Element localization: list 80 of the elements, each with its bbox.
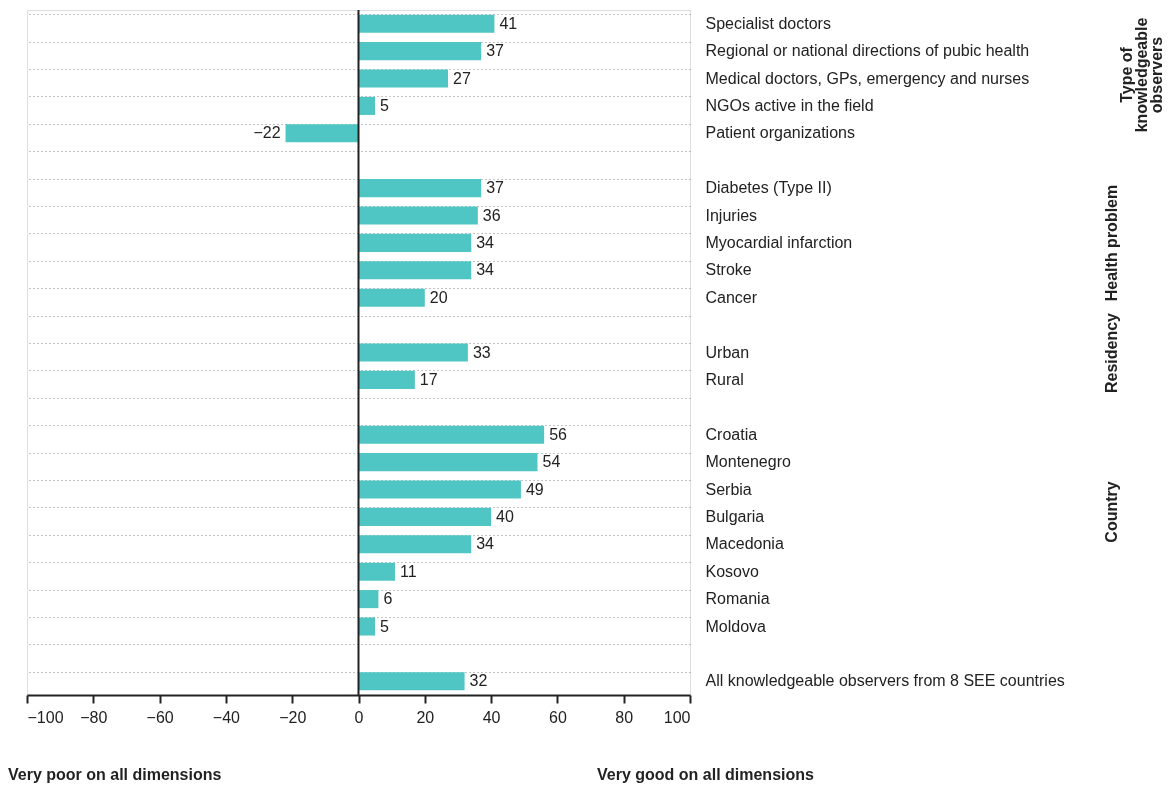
- data-label: −22: [253, 124, 281, 142]
- data-label: 49: [525, 480, 544, 498]
- text: Residency: [1103, 312, 1120, 394]
- bar: [358, 425, 545, 444]
- bar: [358, 590, 379, 609]
- x-tick-label: −100: [27, 708, 64, 726]
- data-label: 33: [472, 343, 491, 361]
- y-tick-label: Serbia: [705, 480, 752, 498]
- text: Country: [1103, 481, 1120, 543]
- x-tick-label: 20: [416, 708, 435, 726]
- data-label: 5: [380, 96, 390, 114]
- y-tick-label: Patient organizations: [705, 124, 855, 142]
- y-tick-label: Montenegro: [705, 453, 791, 471]
- bar: [358, 343, 468, 362]
- data-label: 54: [542, 453, 561, 471]
- bar: [358, 507, 492, 526]
- bar: [358, 206, 478, 225]
- data-label: 37: [486, 179, 505, 197]
- data-label: 34: [476, 535, 495, 553]
- y-tick-label: Injuries: [705, 206, 758, 224]
- y-tick-label: NGOs active in the field: [705, 96, 874, 114]
- bar: [358, 562, 395, 581]
- data-label: 5: [380, 617, 390, 635]
- y-tick-label: Stroke: [705, 261, 752, 279]
- x-tick-label: −20: [279, 708, 307, 726]
- x-tick-label: 0: [354, 708, 364, 726]
- text: Type of knowledgeable observers: [1118, 17, 1165, 133]
- y-tick-label: Medical doctors, GPs, emergency and nurses: [705, 69, 1030, 87]
- data-label: 56: [549, 425, 568, 443]
- y-tick-label: Moldova: [705, 617, 767, 635]
- x-tick-label: 80: [615, 708, 634, 726]
- bar: [358, 69, 449, 88]
- x-tick-label: −40: [212, 708, 241, 726]
- data-label: 36: [482, 206, 501, 224]
- x-tick-label: 60: [549, 708, 567, 726]
- bar: [358, 535, 472, 554]
- data-label: 37: [486, 42, 505, 60]
- data-label: 20: [429, 288, 448, 306]
- text: Very poor on all dimensions: [8, 766, 222, 783]
- data-label: 34: [476, 261, 495, 279]
- y-tick-label: Regional or national directions of pubic health: [705, 42, 1030, 60]
- bar: [358, 42, 482, 61]
- y-tick-label: Urban: [705, 343, 750, 361]
- text: Health problem: [1103, 184, 1120, 302]
- bar: [358, 14, 495, 33]
- bar: [358, 261, 472, 280]
- bar: [358, 96, 376, 115]
- x-tick-label: −60: [146, 708, 174, 726]
- data-label: 32: [469, 672, 488, 690]
- y-tick-label: All knowledgeable observers from 8 SEE countries: [705, 672, 1065, 690]
- bar: [358, 179, 482, 198]
- data-label: 27: [453, 69, 471, 87]
- text: Very good on all dimensions: [597, 766, 815, 783]
- y-tick-label: Myocardial infarction: [705, 233, 853, 251]
- y-tick-label: Diabetes (Type II): [705, 179, 832, 197]
- data-label: 6: [383, 590, 393, 608]
- y-tick-label: Macedonia: [705, 535, 784, 553]
- y-tick-label: Cancer: [705, 288, 758, 306]
- y-tick-label: Romania: [705, 590, 770, 608]
- x-tick-label: 40: [482, 708, 501, 726]
- bar: [358, 672, 465, 691]
- data-label: 41: [499, 14, 518, 32]
- data-label: 40: [496, 507, 514, 525]
- y-tick-label: Bulgaria: [705, 507, 765, 525]
- bar: [358, 453, 538, 472]
- x-tick-label: 100: [663, 708, 691, 726]
- data-label: 11: [399, 562, 417, 580]
- bar: [358, 288, 425, 307]
- y-tick-label: Specialist doctors: [705, 14, 831, 32]
- data-label: 34: [476, 233, 495, 251]
- bar: [358, 617, 376, 636]
- y-tick-label: Rural: [705, 370, 744, 388]
- bar: [358, 480, 521, 499]
- y-tick-label: Croatia: [705, 425, 758, 443]
- bar: [358, 370, 415, 389]
- data-label: 17: [419, 370, 438, 388]
- bar: [285, 124, 359, 143]
- y-tick-label: Kosovo: [705, 562, 759, 580]
- x-tick-label: −80: [80, 708, 108, 726]
- bar: [358, 233, 472, 252]
